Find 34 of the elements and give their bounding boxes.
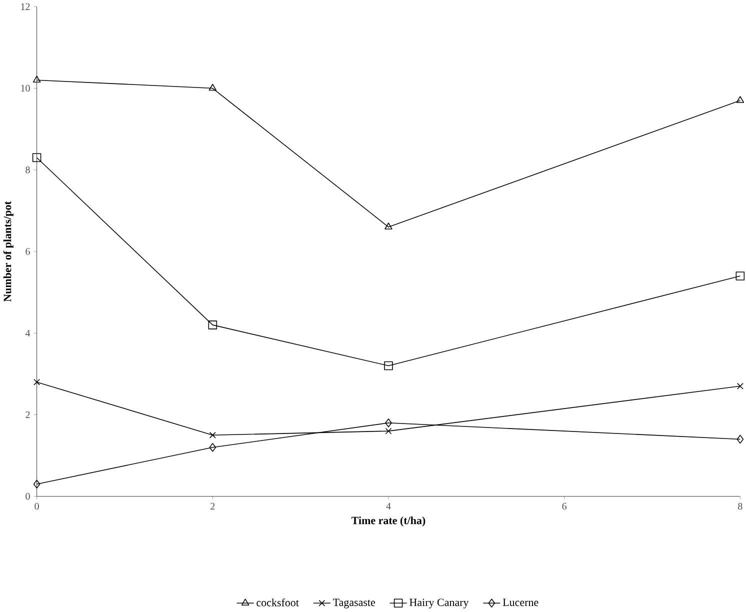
point xyxy=(208,84,217,91)
point xyxy=(385,428,392,434)
x-tick-label: 6 xyxy=(562,503,567,510)
point xyxy=(384,362,393,370)
legend-label: Hairy Canary xyxy=(410,598,469,608)
point xyxy=(33,480,40,489)
x-tick-label: 0 xyxy=(34,503,39,510)
y-tick-label: 12 xyxy=(21,3,30,10)
legend-label: Lucerne xyxy=(502,598,538,606)
point xyxy=(32,76,41,83)
x-tick-label: 4 xyxy=(386,503,391,510)
y-tick-label: 6 xyxy=(26,248,30,255)
point xyxy=(736,383,744,390)
point xyxy=(384,222,392,230)
legend-label: cocksfoot xyxy=(256,598,299,606)
y-tick-label: 10 xyxy=(21,85,30,92)
legend-label: Tagasaste xyxy=(333,598,376,608)
point xyxy=(385,418,392,428)
point xyxy=(209,432,216,438)
x-tick-label: 2 xyxy=(210,503,215,510)
y-tick-label: 4 xyxy=(25,330,30,337)
point xyxy=(736,434,744,444)
point xyxy=(208,320,218,330)
x-tick-label: 8 xyxy=(738,503,742,510)
y-tick-label: 8 xyxy=(26,166,30,174)
x-axis-title: Time rate (t/ha) xyxy=(352,516,426,527)
y-tick-label: 2 xyxy=(26,412,30,418)
y-tick-label: 0 xyxy=(26,493,30,500)
y-axis-title: Number of plants/pot xyxy=(3,201,14,302)
point xyxy=(736,96,744,104)
point xyxy=(32,153,42,162)
point xyxy=(209,443,216,452)
point xyxy=(736,272,745,281)
point xyxy=(34,378,40,386)
